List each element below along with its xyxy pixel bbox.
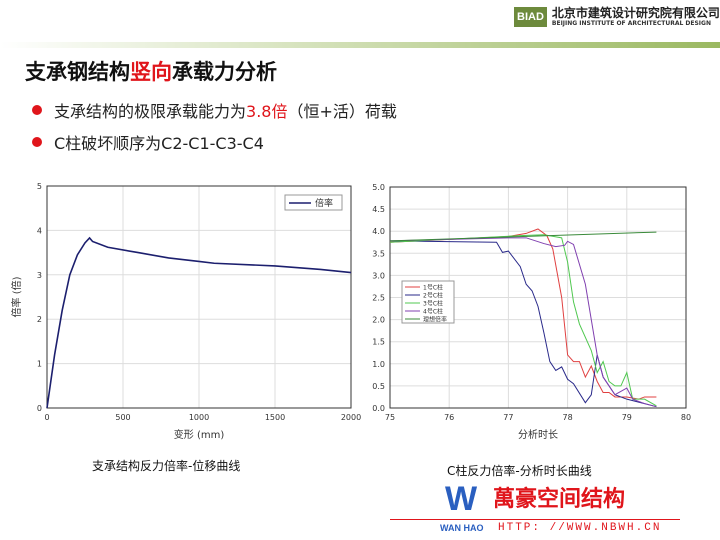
y-tick-label: 5.0 [372, 183, 385, 192]
watermark: W WAN HAO 萬豪空间结构 HTTP: //WWW.NBWH.CN [390, 480, 680, 538]
legend-label: 3号C柱 [423, 300, 443, 308]
biad-logo: BIAD 北京市建筑设计研究院有限公司 BEIJING INSTITUTE OF … [514, 6, 720, 28]
bullet-2: C柱破坏顺序为C2-C1-C3-C4 [32, 130, 264, 154]
y-tick-label: 3.5 [372, 249, 385, 258]
y-tick-label: 2 [37, 315, 42, 324]
x-axis-label: 变形 (mm) [174, 428, 225, 441]
legend-label: 倍率 [315, 197, 333, 209]
x-tick-label: 1000 [189, 413, 209, 422]
org-name-en: BEIJING INSTITUTE OF ARCHITECTURAL DESIG… [551, 20, 711, 27]
x-tick-label: 0 [44, 413, 49, 422]
y-axis-label: 倍率 (倍) [10, 276, 23, 317]
x-axis-label: 分析时长 [518, 428, 558, 441]
watermark-line [390, 519, 680, 520]
legend-label: 2号C柱 [423, 292, 443, 300]
y-tick-label: 1 [37, 360, 42, 369]
watermark-brand-en: WAN HAO [440, 523, 484, 533]
org-name-cn: 北京市建筑设计研究院有限公司 [551, 6, 720, 20]
y-tick-label: 1.0 [372, 360, 385, 369]
y-tick-label: 2.0 [372, 316, 385, 325]
watermark-logo: W [445, 480, 478, 518]
x-tick-label: 500 [115, 413, 130, 422]
watermark-brand-cn: 萬豪空间结构 [493, 487, 626, 512]
series-line [389, 228, 657, 400]
legend-label: 4号C柱 [423, 308, 443, 316]
slide-title: 支承钢结构竖向承载力分析 [25, 60, 277, 84]
legend [401, 280, 455, 324]
x-tick-label: 2000 [341, 413, 361, 422]
x-tick-label: 78 [563, 413, 573, 422]
x-tick-label: 77 [503, 413, 513, 422]
y-tick-label: 4 [37, 226, 42, 235]
x-tick-label: 80 [681, 413, 691, 422]
y-tick-label: 3 [37, 271, 42, 280]
y-tick-label: 3.0 [372, 271, 385, 280]
plot-frame [389, 186, 687, 409]
header-bar [0, 42, 720, 48]
y-tick-label: 1.5 [372, 338, 385, 347]
series-line [46, 236, 352, 409]
plot-frame [46, 185, 352, 409]
y-tick-label: 5 [37, 182, 42, 191]
legend-label: 理想倍率 [423, 316, 447, 324]
bullet-dot-icon [32, 137, 42, 147]
legend-label: 1号C柱 [423, 284, 443, 292]
x-tick-label: 79 [622, 413, 632, 422]
y-tick-label: 0 [37, 404, 42, 413]
bullet-dot-icon [32, 105, 42, 115]
biad-mark: BIAD [514, 7, 547, 27]
x-tick-label: 75 [385, 413, 395, 422]
y-tick-label: 0.5 [372, 382, 385, 391]
caption-right: C柱反力倍率-分析时长曲线 [447, 464, 592, 478]
x-tick-label: 76 [444, 413, 454, 422]
y-tick-label: 4.0 [372, 227, 385, 236]
x-tick-label: 1500 [265, 413, 285, 422]
series-line [389, 237, 657, 408]
legend [284, 194, 343, 211]
bullet-1: 支承结构的极限承载能力为 3.8倍 （恒+活）荷载 [32, 98, 397, 122]
caption-left: 支承结构反力倍率-位移曲线 [92, 459, 241, 473]
series-line [389, 234, 657, 407]
watermark-url: HTTP: //WWW.NBWH.CN [498, 522, 662, 534]
y-tick-label: 0.0 [372, 404, 385, 413]
series-line [389, 231, 657, 242]
y-tick-label: 4.5 [372, 205, 385, 214]
y-tick-label: 2.5 [372, 294, 385, 303]
